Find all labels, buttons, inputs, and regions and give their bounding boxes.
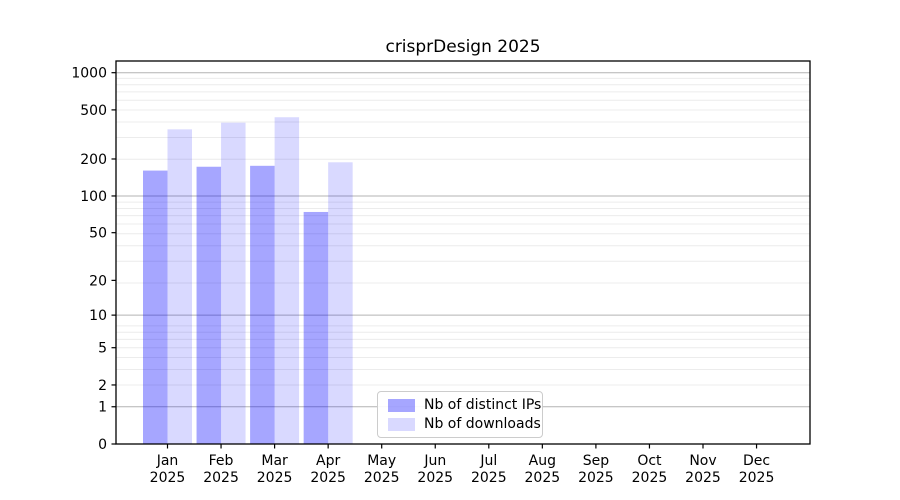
x-tick-label-year: 2025 <box>685 470 721 486</box>
legend-item-downloads: Nb of downloads <box>378 417 542 431</box>
x-tick-label-year: 2025 <box>257 470 293 486</box>
x-tick-label-month: Dec <box>743 453 770 469</box>
plot-border <box>115 60 811 445</box>
y-tick-label: 200 <box>80 152 107 168</box>
y-tick-label: 2 <box>98 378 107 394</box>
x-axis: Jan2025Feb2025Mar2025Apr2025May2025Jun20… <box>150 444 775 486</box>
series-downloads <box>167 117 353 445</box>
y-tick-label: 5 <box>98 341 107 357</box>
x-tick-label-month: Jun <box>423 453 446 469</box>
y-axis: 0 1 2 5 10 20 50 100 200 500 1000 <box>71 66 116 453</box>
legend-label-distinct-ips: Nb of distinct IPs <box>424 397 542 413</box>
x-tick-label-month: Jan <box>156 453 179 469</box>
legend: Nb of distinct IPs Nb of downloads <box>377 391 543 438</box>
x-tick-label-month: Jul <box>479 453 497 469</box>
bar-mar-downloads <box>274 117 300 445</box>
y-tick-label: 100 <box>80 189 107 205</box>
series-distinct-ips <box>143 165 329 445</box>
x-tick-label-month: Oct <box>637 453 662 469</box>
x-tick-label-month: Mar <box>261 453 288 469</box>
x-tick-label-year: 2025 <box>471 470 507 486</box>
y-tick-label: 10 <box>89 308 107 324</box>
x-tick-label-year: 2025 <box>150 470 186 486</box>
x-tick-label-month: May <box>367 453 396 469</box>
bar-apr-ips <box>303 211 329 444</box>
bar-apr-downloads <box>328 162 353 445</box>
x-tick-label-year: 2025 <box>578 470 614 486</box>
x-tick-label-year: 2025 <box>739 470 775 486</box>
legend-item-distinct-ips: Nb of distinct IPs <box>378 398 542 412</box>
y-tick-label: 20 <box>89 273 107 289</box>
bar-jan-ips <box>143 170 168 444</box>
y-tick-label: 1000 <box>71 66 107 82</box>
x-tick-label-month: Aug <box>529 453 556 469</box>
y-tick-label: 0 <box>98 437 107 453</box>
y-tick-label: 1 <box>98 400 107 416</box>
chart-title: crisprDesign 2025 <box>385 37 541 57</box>
bar-feb-downloads <box>221 122 246 444</box>
bar-mar-ips <box>250 165 275 445</box>
y-tick-label: 500 <box>80 103 107 119</box>
x-tick-label-month: Sep <box>583 453 610 469</box>
x-tick-label-year: 2025 <box>525 470 561 486</box>
x-tick-label-year: 2025 <box>203 470 239 486</box>
x-tick-label-month: Apr <box>316 453 340 469</box>
gridlines <box>116 72 810 408</box>
x-tick-label-year: 2025 <box>310 470 346 486</box>
x-tick-label-year: 2025 <box>632 470 668 486</box>
bar-jan-downloads <box>167 129 192 444</box>
y-tick-label: 50 <box>89 226 107 242</box>
x-tick-label-year: 2025 <box>364 470 400 486</box>
x-tick-label-year: 2025 <box>417 470 453 486</box>
legend-swatch-downloads <box>388 417 415 431</box>
x-tick-label-month: Feb <box>209 453 234 469</box>
legend-label-downloads: Nb of downloads <box>424 416 541 432</box>
x-tick-label-month: Nov <box>689 453 716 469</box>
legend-swatch-distinct-ips <box>388 398 415 412</box>
bar-feb-ips <box>196 166 222 444</box>
